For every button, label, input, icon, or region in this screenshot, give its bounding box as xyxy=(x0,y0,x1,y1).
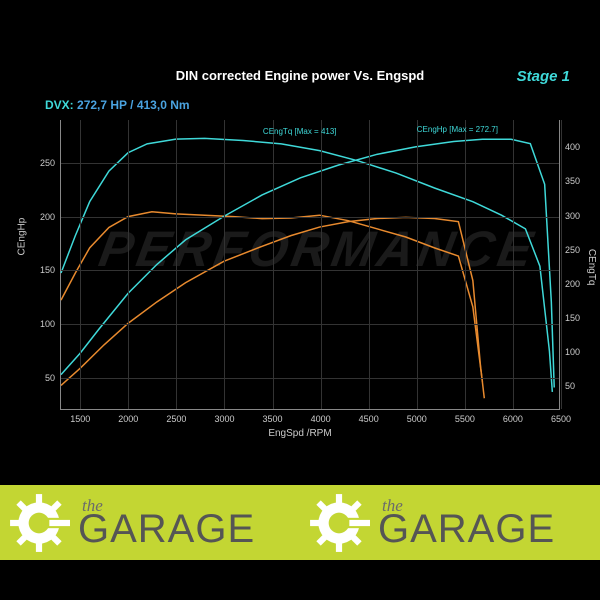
y-axis-right-label: CEngTq xyxy=(587,249,598,286)
stage-label: Stage 1 xyxy=(517,68,570,85)
gear-icon xyxy=(308,492,370,554)
x-tick: 6000 xyxy=(503,414,523,424)
footer-logo-strip: the GARAGE the GARAGE xyxy=(0,485,600,560)
logo-text: the GARAGE xyxy=(78,499,255,545)
dyno-plot: 1500200025003000350040004500500055006000… xyxy=(60,120,560,410)
y-tick-right: 350 xyxy=(565,176,580,186)
dvx-key: DVX: xyxy=(45,98,74,112)
y-tick-left: 50 xyxy=(45,373,55,383)
dvx-value: 272,7 HP / 413,0 Nm xyxy=(77,98,190,112)
logo-text: the GARAGE xyxy=(378,499,555,545)
logo-left: the GARAGE xyxy=(0,485,300,560)
x-tick: 4500 xyxy=(359,414,379,424)
logo-main: GARAGE xyxy=(378,512,555,546)
y-tick-left: 200 xyxy=(40,212,55,222)
torque-max-label: CEngTq [Max = 413] xyxy=(263,127,337,136)
y-tick-right: 400 xyxy=(565,142,580,152)
gear-icon xyxy=(8,492,70,554)
x-tick: 5000 xyxy=(407,414,427,424)
logo-right: the GARAGE xyxy=(300,485,600,560)
y-tick-right: 50 xyxy=(565,381,575,391)
chart-title: DIN corrected Engine power Vs. Engspd xyxy=(0,68,600,83)
x-tick: 6500 xyxy=(551,414,571,424)
hp-max-label: CEngHp [Max = 272.7] xyxy=(417,125,498,134)
x-tick: 4000 xyxy=(311,414,331,424)
y-tick-left: 250 xyxy=(40,158,55,168)
x-tick: 2500 xyxy=(166,414,186,424)
y-tick-right: 250 xyxy=(565,245,580,255)
x-tick: 1500 xyxy=(70,414,90,424)
logo-main: GARAGE xyxy=(78,512,255,546)
y-tick-left: 150 xyxy=(40,265,55,275)
dvx-readout: DVX: 272,7 HP / 413,0 Nm xyxy=(45,98,190,112)
y-tick-right: 200 xyxy=(565,279,580,289)
y-tick-right: 100 xyxy=(565,347,580,357)
y-tick-right: 150 xyxy=(565,313,580,323)
y-tick-right: 300 xyxy=(565,211,580,221)
x-tick: 2000 xyxy=(118,414,138,424)
x-tick: 3000 xyxy=(214,414,234,424)
x-axis-label: EngSpd /RPM xyxy=(0,428,600,439)
y-tick-left: 100 xyxy=(40,319,55,329)
x-tick: 5500 xyxy=(455,414,475,424)
x-tick: 3500 xyxy=(263,414,283,424)
y-axis-left-label: CEngHp xyxy=(17,218,28,256)
